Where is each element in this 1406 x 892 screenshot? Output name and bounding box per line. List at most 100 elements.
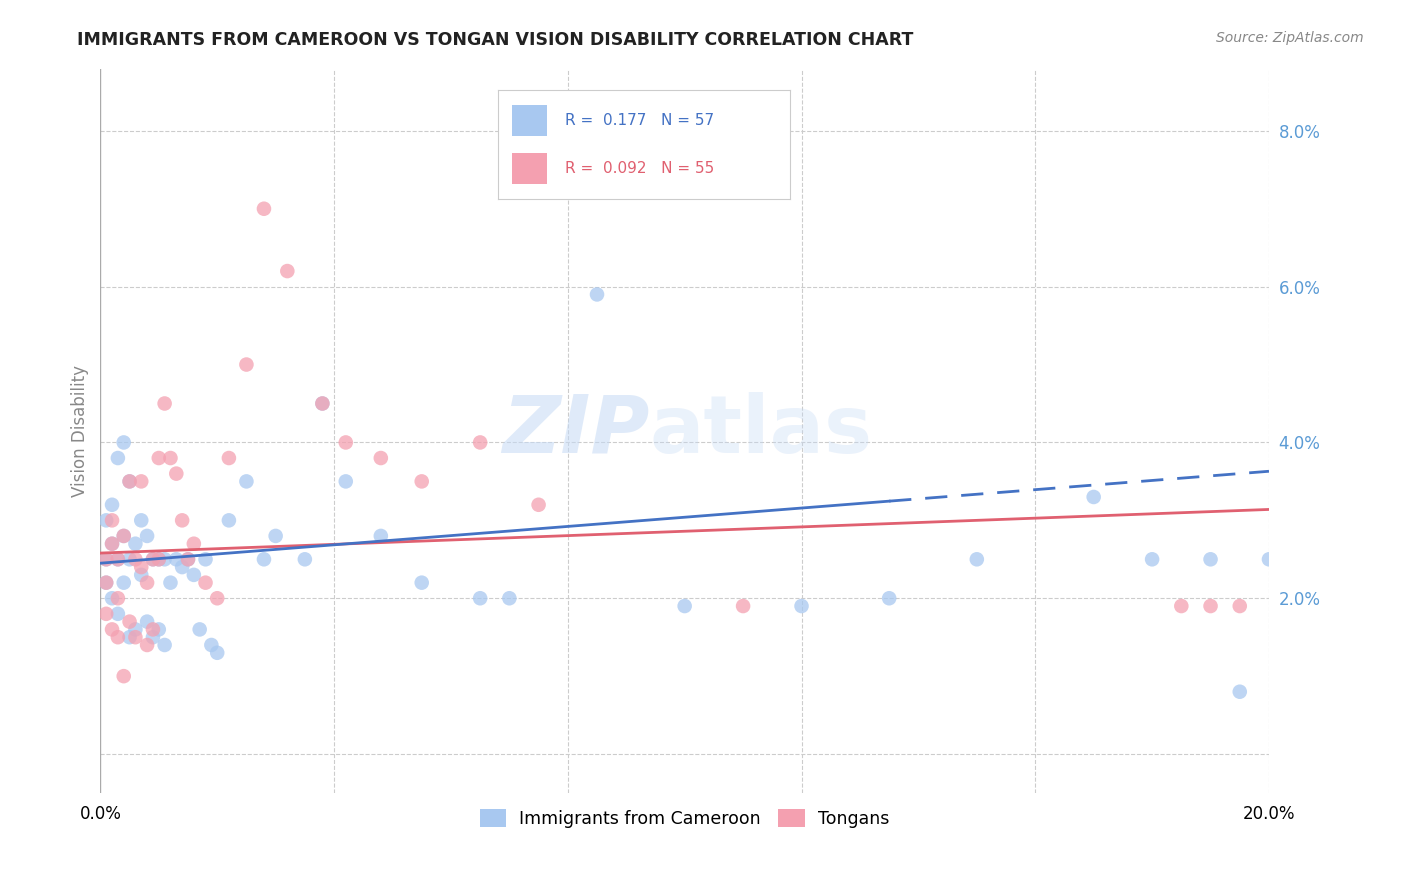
Point — [165, 552, 187, 566]
Point — [586, 287, 609, 301]
Point — [96, 552, 118, 566]
Y-axis label: Vision Disability: Vision Disability — [72, 365, 89, 497]
Point — [194, 575, 217, 590]
Point — [311, 396, 333, 410]
Point — [877, 591, 900, 606]
Point — [790, 599, 813, 613]
Point — [177, 552, 200, 566]
Point — [159, 575, 181, 590]
Point — [1199, 552, 1222, 566]
Point — [129, 560, 152, 574]
Point — [118, 475, 141, 489]
Point — [172, 560, 194, 574]
Point — [96, 575, 118, 590]
Point — [411, 475, 433, 489]
Point — [188, 623, 211, 637]
Point — [124, 537, 146, 551]
Point — [148, 552, 170, 566]
Point — [101, 591, 124, 606]
Point — [107, 607, 129, 621]
Point — [112, 529, 135, 543]
Point — [1229, 599, 1251, 613]
Point — [177, 552, 200, 566]
Point — [235, 475, 257, 489]
Point — [124, 630, 146, 644]
Point — [218, 450, 240, 465]
Point — [264, 529, 287, 543]
Point — [966, 552, 988, 566]
Point — [112, 529, 135, 543]
Point — [136, 638, 159, 652]
Point — [142, 552, 165, 566]
Point — [112, 575, 135, 590]
Point — [276, 264, 298, 278]
Point — [253, 552, 276, 566]
Point — [205, 591, 228, 606]
Point — [136, 615, 159, 629]
Point — [527, 498, 550, 512]
Point — [107, 630, 129, 644]
Point — [107, 552, 129, 566]
Point — [335, 475, 357, 489]
Point — [311, 396, 333, 410]
Point — [172, 513, 194, 527]
Point — [112, 435, 135, 450]
Text: IMMIGRANTS FROM CAMEROON VS TONGAN VISION DISABILITY CORRELATION CHART: IMMIGRANTS FROM CAMEROON VS TONGAN VISIO… — [77, 31, 914, 49]
Point — [153, 552, 176, 566]
Point — [124, 552, 146, 566]
Point — [124, 623, 146, 637]
Point — [411, 575, 433, 590]
Point — [118, 552, 141, 566]
Point — [148, 623, 170, 637]
Point — [470, 591, 492, 606]
Point — [107, 450, 129, 465]
Point — [673, 599, 696, 613]
Point — [148, 450, 170, 465]
Point — [136, 575, 159, 590]
Point — [218, 513, 240, 527]
Point — [129, 567, 152, 582]
Point — [101, 623, 124, 637]
Point — [370, 450, 392, 465]
Point — [148, 552, 170, 566]
Point — [107, 591, 129, 606]
Point — [142, 623, 165, 637]
Point — [253, 202, 276, 216]
Point — [370, 529, 392, 543]
Point — [205, 646, 228, 660]
Point — [142, 552, 165, 566]
Point — [498, 591, 520, 606]
Point — [129, 513, 152, 527]
Point — [96, 552, 118, 566]
Point — [96, 575, 118, 590]
Point — [183, 537, 205, 551]
Point — [107, 552, 129, 566]
Point — [112, 669, 135, 683]
Point — [101, 513, 124, 527]
Point — [194, 552, 217, 566]
Point — [1083, 490, 1105, 504]
Point — [101, 537, 124, 551]
Point — [183, 567, 205, 582]
Point — [235, 358, 257, 372]
Point — [159, 450, 181, 465]
Point — [200, 638, 222, 652]
Text: ZIP: ZIP — [502, 392, 650, 470]
Point — [153, 638, 176, 652]
Point — [118, 630, 141, 644]
Point — [1199, 599, 1222, 613]
Text: atlas: atlas — [650, 392, 873, 470]
Point — [96, 513, 118, 527]
Point — [1170, 599, 1192, 613]
Point — [142, 630, 165, 644]
Point — [294, 552, 316, 566]
Point — [335, 435, 357, 450]
Point — [733, 599, 755, 613]
Point — [101, 537, 124, 551]
Point — [129, 475, 152, 489]
Point — [1140, 552, 1163, 566]
Point — [136, 529, 159, 543]
Text: Source: ZipAtlas.com: Source: ZipAtlas.com — [1216, 31, 1364, 45]
Point — [165, 467, 187, 481]
Point — [101, 498, 124, 512]
